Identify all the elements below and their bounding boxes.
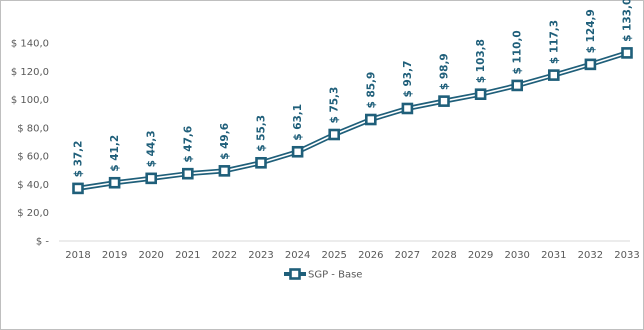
x-tick-label: 2032 xyxy=(578,250,603,261)
data-label: $ 44,3 xyxy=(146,130,158,167)
data-label: $ 41,2 xyxy=(109,135,121,172)
x-tick-label: 2025 xyxy=(321,250,346,261)
x-tick-label: 2022 xyxy=(212,250,237,261)
data-point xyxy=(474,88,487,100)
legend: SGP - Base xyxy=(284,268,362,281)
data-labels: $ 37,2 $ 41,2 $ 44,3 $ 47,6 $ 49,6 $ 55,3 $ 63… xyxy=(73,0,634,177)
data-point xyxy=(145,172,157,185)
data-point xyxy=(584,58,597,71)
x-tick-label: 2020 xyxy=(138,250,163,261)
y-tick-label: $ 60,0 xyxy=(17,152,49,163)
y-tick-label: $ 80,0 xyxy=(17,123,49,134)
data-point xyxy=(547,69,560,81)
data-label: $ 110,0 xyxy=(512,30,524,74)
legend-label: SGP - Base xyxy=(308,270,362,281)
data-point xyxy=(291,145,304,158)
data-point xyxy=(108,176,121,189)
data-point xyxy=(621,47,633,59)
x-tick-label: 2027 xyxy=(395,250,420,261)
data-point xyxy=(182,167,194,180)
data-label: $ 75,3 xyxy=(329,87,341,124)
data-point xyxy=(438,95,450,107)
x-tick-label: 2021 xyxy=(175,250,200,261)
series-line-inner xyxy=(77,52,628,190)
data-label: $ 98,9 xyxy=(439,53,451,90)
data-label: $ 93,7 xyxy=(402,61,414,98)
x-tick-label: 2023 xyxy=(248,250,273,261)
data-label: $ 63,1 xyxy=(292,104,304,141)
data-label: $ 37,2 xyxy=(73,141,85,178)
y-tick-label: $ - xyxy=(36,237,50,248)
data-point xyxy=(72,182,84,195)
y-tick-label: $ 40,0 xyxy=(17,180,49,191)
x-axis: 2018 2019 2020 2021 2022 2023 2024 2025 2026 2027… xyxy=(59,240,640,261)
data-point xyxy=(218,165,231,177)
y-axis: $ - $ 20,0 $ 40,0 $ 60,0 $ 80,0 $ 100,0 $ 120,… xyxy=(11,39,50,248)
x-tick-label: 2030 xyxy=(504,250,529,261)
data-point xyxy=(401,102,414,115)
y-tick-label: $ 20,0 xyxy=(17,208,49,219)
x-tick-label: 2019 xyxy=(102,250,127,261)
data-point xyxy=(328,128,341,141)
data-label: $ 133,0 xyxy=(622,0,634,42)
data-label: $ 47,6 xyxy=(182,126,194,163)
x-tick-label: 2033 xyxy=(614,250,639,261)
x-tick-label: 2026 xyxy=(358,250,383,261)
x-tick-label: 2024 xyxy=(285,250,310,261)
series-sgp-base xyxy=(72,47,633,195)
data-label: $ 55,3 xyxy=(256,115,268,152)
data-label: $ 124,9 xyxy=(585,9,597,53)
data-label: $ 103,8 xyxy=(475,39,487,83)
x-tick-label: 2031 xyxy=(541,250,566,261)
x-tick-label: 2028 xyxy=(431,250,456,261)
legend-marker xyxy=(289,268,301,280)
y-tick-label: $ 140,0 xyxy=(11,39,49,50)
x-tick-label: 2029 xyxy=(468,250,493,261)
y-tick-label: $ 120,0 xyxy=(11,67,49,78)
data-label: $ 49,6 xyxy=(219,123,231,160)
data-point xyxy=(364,113,377,126)
data-point xyxy=(511,79,524,92)
x-tick-label: 2018 xyxy=(65,250,90,261)
data-point xyxy=(255,156,267,169)
y-tick-label: $ 100,0 xyxy=(11,95,49,106)
data-label: $ 85,9 xyxy=(365,72,377,109)
data-label: $ 117,3 xyxy=(548,20,560,64)
series-line xyxy=(77,50,628,191)
